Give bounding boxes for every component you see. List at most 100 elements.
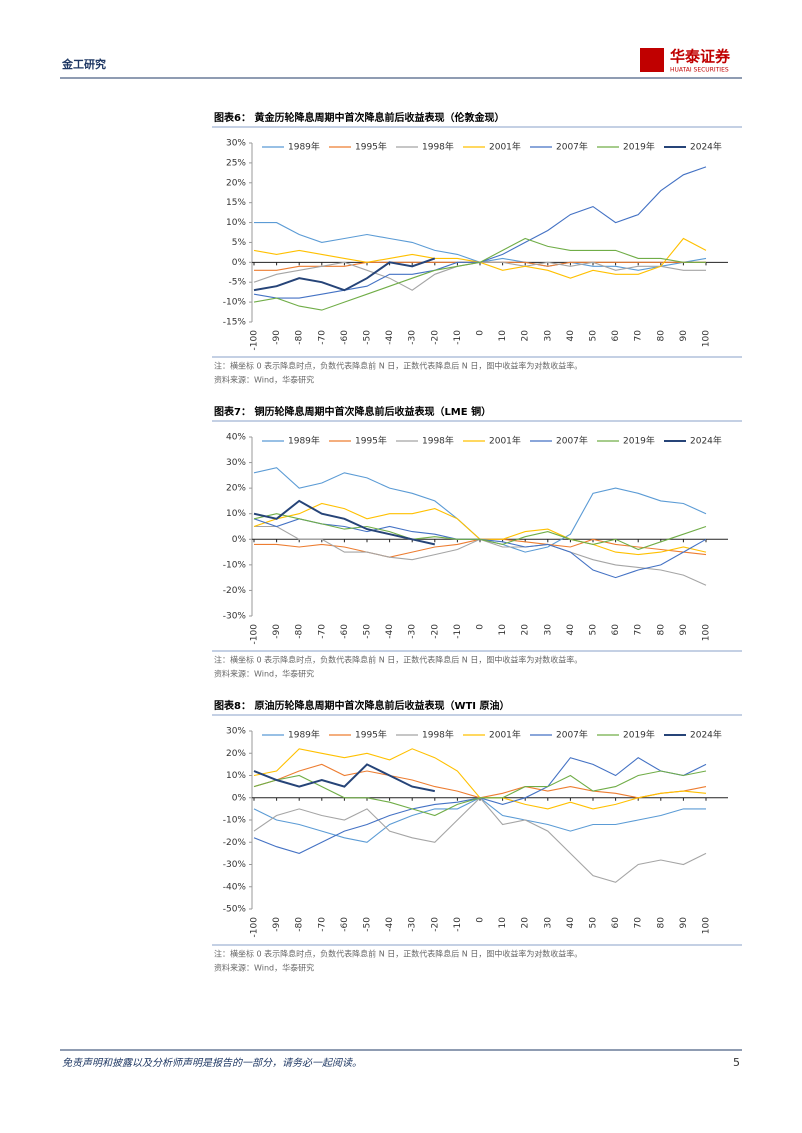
x-tick-label: -60 xyxy=(340,330,350,345)
x-tick-label: 100 xyxy=(702,330,712,347)
x-tick-label: 10 xyxy=(498,330,508,342)
y-tick-label: 40% xyxy=(226,433,246,443)
x-tick-label: 0 xyxy=(476,624,486,630)
x-tick-label: 70 xyxy=(634,330,644,342)
x-tick-label: 70 xyxy=(634,917,644,929)
legend-label: 2007年 xyxy=(556,141,588,153)
figure-source: 资料来源：Wind，华泰研究 xyxy=(214,669,314,679)
x-tick-label: -30 xyxy=(408,624,418,639)
x-tick-label: -50 xyxy=(363,624,373,639)
x-tick-label: 50 xyxy=(589,330,599,342)
x-tick-label: -20 xyxy=(430,330,440,345)
series-line xyxy=(253,166,707,299)
x-tick-label: -40 xyxy=(385,917,395,932)
page-number: 5 xyxy=(733,1056,740,1069)
series-line xyxy=(253,257,436,292)
x-tick-label: -40 xyxy=(385,624,395,639)
x-tick-label: -10 xyxy=(453,624,463,639)
x-tick-label: 100 xyxy=(702,624,712,641)
legend-label: 1995年 xyxy=(355,141,387,153)
x-tick-label: 50 xyxy=(589,917,599,929)
y-tick-label: -10% xyxy=(223,298,247,308)
figure-caption: 图表8： 原油历轮降息周期中首次降息前后收益表现（WTI 原油） xyxy=(214,699,510,712)
y-tick-label: 5% xyxy=(232,238,247,248)
figure-caption: 图表6： 黄金历轮降息周期中首次降息前后收益表现（伦敦金现） xyxy=(214,111,504,124)
legend-label: 1995年 xyxy=(355,729,387,741)
x-tick-label: -50 xyxy=(363,917,373,932)
y-tick-label: -10% xyxy=(223,816,247,826)
x-tick-label: 40 xyxy=(566,917,576,929)
x-tick-label: -80 xyxy=(295,624,305,639)
x-tick-label: -80 xyxy=(295,917,305,932)
x-tick-label: -100 xyxy=(250,917,260,938)
y-tick-label: -15% xyxy=(223,318,247,328)
x-tick-label: -50 xyxy=(363,330,373,345)
x-tick-label: -20 xyxy=(430,917,440,932)
series-line xyxy=(253,763,435,793)
y-tick-label: 10% xyxy=(226,509,246,519)
y-tick-label: 30% xyxy=(226,458,246,468)
y-tick-label: 30% xyxy=(226,139,246,149)
x-tick-label: -100 xyxy=(250,624,260,645)
x-tick-label: 60 xyxy=(611,917,621,929)
y-tick-label: 20% xyxy=(226,484,246,494)
legend-label: 1989年 xyxy=(288,435,320,447)
legend-label: 1989年 xyxy=(288,141,320,153)
figure-note: 注：横坐标 0 表示降息时点，负数代表降息前 N 日，正数代表降息后 N 日，图… xyxy=(214,655,582,665)
x-tick-label: -100 xyxy=(250,330,260,351)
x-tick-label: 70 xyxy=(634,624,644,636)
legend-label: 1989年 xyxy=(288,729,320,741)
x-tick-label: 60 xyxy=(611,624,621,636)
y-tick-label: -30% xyxy=(223,860,247,870)
x-tick-label: 80 xyxy=(656,624,666,636)
x-tick-label: -60 xyxy=(340,624,350,639)
y-tick-label: 10% xyxy=(226,218,246,228)
x-tick-label: -80 xyxy=(295,330,305,345)
figure-note: 注：横坐标 0 表示降息时点，负数代表降息前 N 日，正数代表降息后 N 日，图… xyxy=(214,361,582,371)
y-tick-label: 15% xyxy=(226,198,246,208)
legend-label: 1995年 xyxy=(355,435,387,447)
legend-label: 2001年 xyxy=(489,141,521,153)
x-tick-label: -10 xyxy=(453,917,463,932)
x-tick-label: 40 xyxy=(566,624,576,636)
series-line xyxy=(253,770,707,817)
y-tick-label: -30% xyxy=(223,612,247,622)
legend-label: 2019年 xyxy=(623,729,655,741)
x-tick-label: 90 xyxy=(679,917,689,929)
y-tick-label: -50% xyxy=(223,905,247,915)
x-tick-label: 80 xyxy=(656,330,666,342)
x-tick-label: 90 xyxy=(679,624,689,636)
series-line xyxy=(253,513,707,551)
legend-label: 2024年 xyxy=(690,435,722,447)
y-tick-label: 10% xyxy=(226,771,246,781)
header-section: 金工研究 xyxy=(61,57,106,71)
y-tick-label: -5% xyxy=(228,278,246,288)
legend-label: 1998年 xyxy=(422,141,454,153)
x-tick-label: 30 xyxy=(543,330,553,342)
x-tick-label: -30 xyxy=(408,330,418,345)
x-tick-label: 0 xyxy=(476,917,486,923)
x-tick-label: 60 xyxy=(611,330,621,342)
figure-source: 资料来源：Wind，华泰研究 xyxy=(214,963,314,973)
logo-icon xyxy=(640,48,664,72)
y-tick-label: 20% xyxy=(226,178,246,188)
figure-caption: 图表7： 铜历轮降息周期中首次降息前后收益表现（LME 铜） xyxy=(214,405,491,418)
y-tick-label: 0% xyxy=(232,793,247,803)
legend-label: 1998年 xyxy=(422,435,454,447)
x-tick-label: 100 xyxy=(702,917,712,934)
series-line xyxy=(253,763,707,799)
legend-label: 2024年 xyxy=(690,729,722,741)
legend-label: 1998年 xyxy=(422,729,454,741)
y-tick-label: 0% xyxy=(232,535,247,545)
x-tick-label: -30 xyxy=(408,917,418,932)
x-tick-label: -90 xyxy=(272,624,282,639)
figure-note: 注：横坐标 0 表示降息时点，负数代表降息前 N 日，正数代表降息后 N 日，图… xyxy=(214,949,582,959)
series-line xyxy=(253,499,436,546)
x-tick-label: 0 xyxy=(476,330,486,336)
series-line xyxy=(253,261,706,291)
x-tick-label: -70 xyxy=(317,917,327,932)
series-line xyxy=(253,796,707,883)
legend-label: 2019年 xyxy=(623,435,655,447)
x-tick-label: 10 xyxy=(498,917,508,929)
